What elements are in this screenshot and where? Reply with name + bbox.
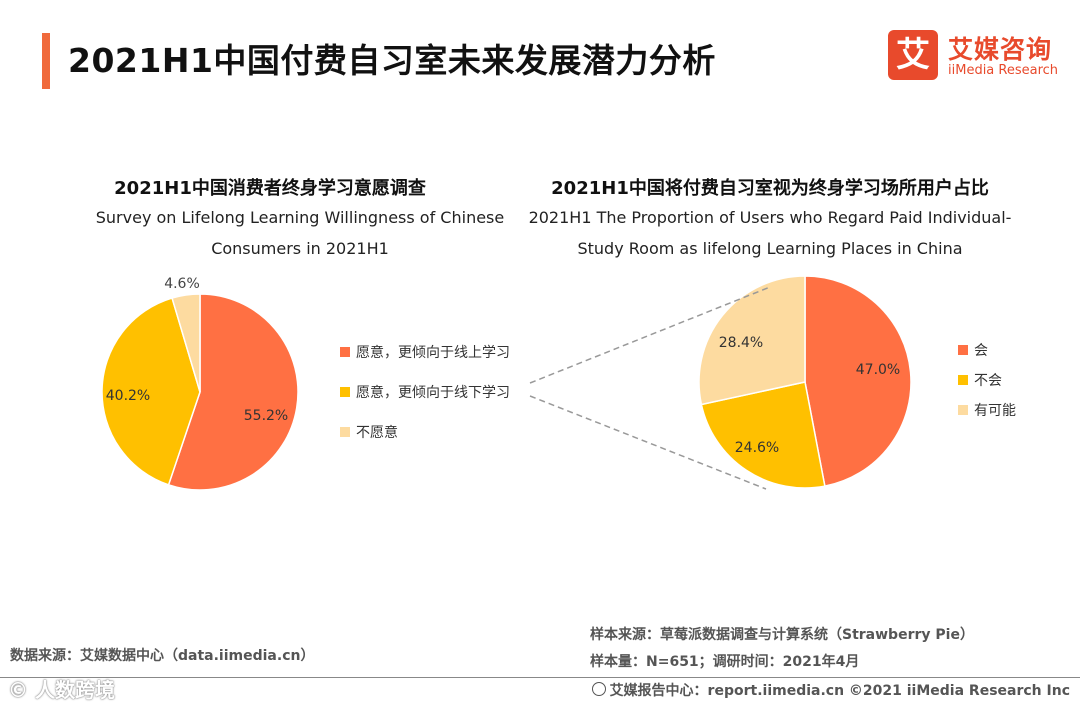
sample-source: 样本来源：草莓派数据调查与计算系统（Strawberry Pie） — [590, 627, 974, 643]
chart2-title: 2021H1中国将付费自习室视为终身学习场所用户占比 — [551, 178, 989, 199]
chart2-legend-swatch-2 — [958, 375, 968, 385]
logo-text-cn: 艾媒咨询 — [948, 35, 1053, 64]
chart1-title: 2021H1中国消费者终身学习意愿调查 — [114, 178, 426, 199]
chart1-slice-2 — [101, 297, 201, 486]
chart2-value-label-1: 47.0% — [856, 362, 900, 378]
chart1-legend-item-2: 愿意，更倾向于线下学习 — [340, 384, 510, 402]
sample-size: 样本量：N=651；调研时间：2021年4月 — [590, 654, 860, 670]
chart1-legend-swatch-3 — [340, 427, 350, 437]
chart2-legend-swatch-3 — [958, 405, 968, 415]
chart1-slice-1 — [167, 293, 299, 491]
chart2-legend-label-1: 会 — [974, 343, 988, 359]
chart2-slice-3 — [698, 275, 806, 406]
chart2-legend-label-3: 有可能 — [974, 403, 1016, 419]
chart2-legend-item-2: 不会 — [958, 372, 1002, 390]
chart2-value-label-3: 28.4% — [719, 335, 763, 351]
chart1-value-label-1: 55.2% — [244, 408, 288, 424]
report-center: 艾媒报告中心：report.iimedia.cn ©2021 iiMedia R… — [591, 680, 1070, 700]
pie-chart-2: 47.0% 24.6% 28.4% — [698, 275, 912, 489]
report-center-text: 艾媒报告中心：report.iimedia.cn ©2021 iiMedia R… — [609, 683, 1070, 699]
globe-icon — [591, 682, 606, 696]
chart1-subtitle-line1: Survey on Lifelong Learning Willingness … — [95, 208, 505, 227]
chart2-legend-item-1: 会 — [958, 342, 988, 360]
chart2-value-label-2: 24.6% — [735, 440, 779, 456]
chart2-subtitle: 2021H1 The Proportion of Users who Regar… — [490, 202, 1050, 264]
chart1-legend-swatch-1 — [340, 347, 350, 357]
pie-chart-1: 55.2% 40.2% 4.6% — [101, 276, 299, 491]
chart2-legend-label-2: 不会 — [974, 373, 1002, 389]
chart1-subtitle: Survey on Lifelong Learning Willingness … — [30, 202, 570, 264]
chart1-subtitle-line2: Consumers in 2021H1 — [211, 239, 389, 258]
chart1-legend-label-2: 愿意，更倾向于线下学习 — [356, 385, 510, 401]
connector-line-bottom — [529, 395, 767, 490]
watermark: © 人数跨境 — [8, 678, 115, 702]
chart1-legend-swatch-2 — [340, 387, 350, 397]
brand-logo: 艾 艾媒咨询 iiMedia Research — [888, 30, 1068, 82]
chart2-legend-swatch-1 — [958, 345, 968, 355]
page-title: 2021H1中国付费自习室未来发展潜力分析 — [68, 41, 716, 80]
chart1-legend-item-3: 不愿意 — [340, 424, 398, 442]
chart2-subtitle-line2: Study Room as lifelong Learning Places i… — [577, 239, 963, 258]
chart1-value-label-3: 4.6% — [164, 276, 200, 292]
chart1-value-label-2: 40.2% — [106, 388, 150, 404]
footer-divider — [0, 677, 1080, 678]
title-accent-bar — [42, 33, 50, 89]
chart2-slice-2 — [700, 381, 826, 489]
logo-icon: 艾 — [888, 30, 938, 80]
chart2-slice-1 — [804, 275, 912, 488]
chart2-subtitle-line1: 2021H1 The Proportion of Users who Regar… — [528, 208, 1012, 227]
logo-text-en: iiMedia Research — [948, 63, 1059, 78]
chart1-legend-label-1: 愿意，更倾向于线上学习 — [356, 345, 510, 361]
connector-line-top — [529, 286, 771, 384]
data-source: 数据来源：艾媒数据中心（data.iimedia.cn） — [10, 648, 315, 664]
chart1-legend-item-1: 愿意，更倾向于线上学习 — [340, 344, 510, 362]
chart2-legend-item-3: 有可能 — [958, 402, 1016, 420]
chart1-slice-3 — [171, 293, 201, 393]
chart1-legend-label-3: 不愿意 — [356, 425, 398, 441]
